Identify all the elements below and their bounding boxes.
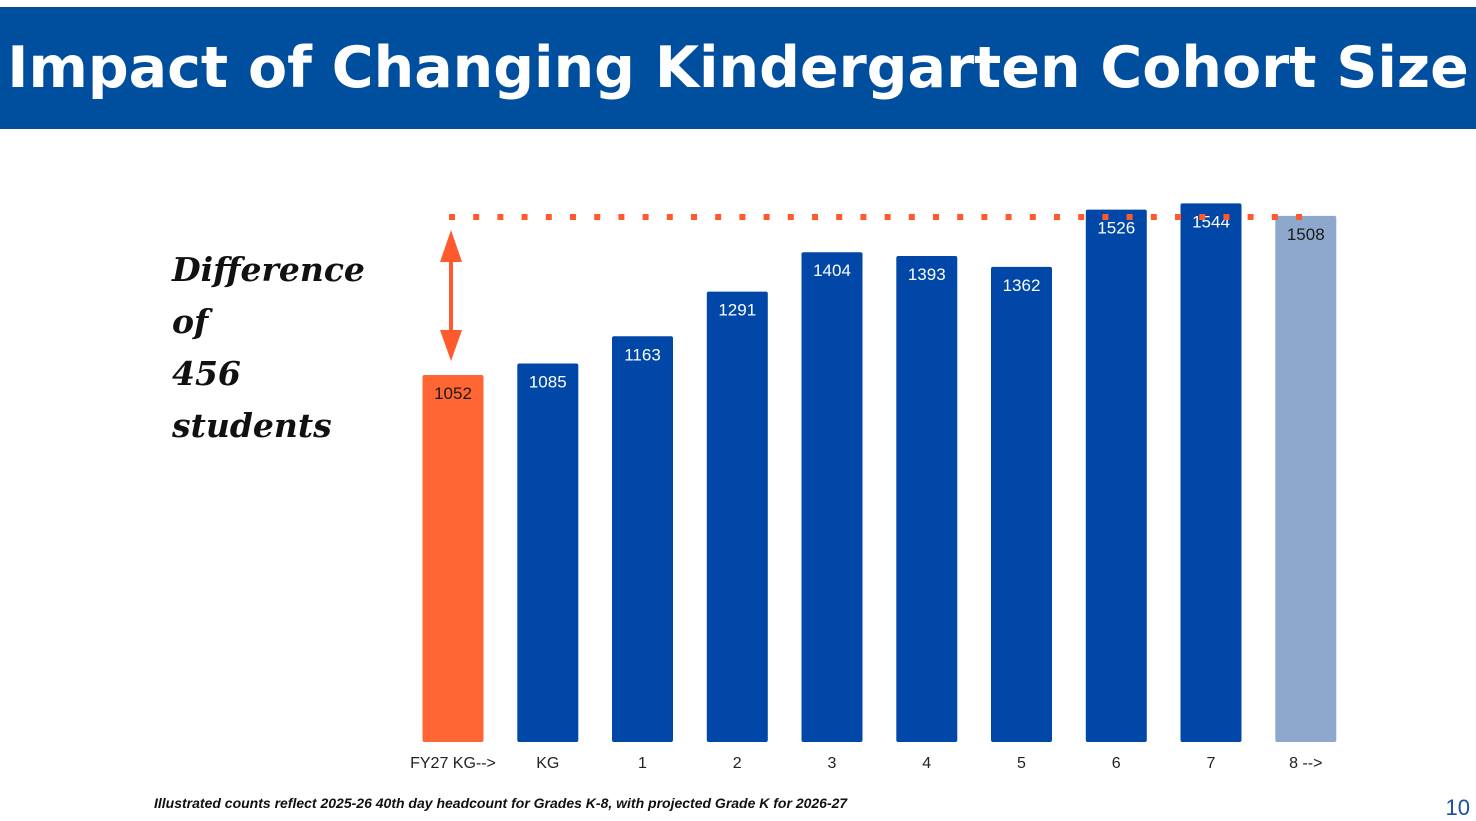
category-label: KG bbox=[536, 755, 559, 772]
bar bbox=[706, 291, 768, 742]
bar-value-label: 1404 bbox=[813, 261, 851, 280]
category-label: 4 bbox=[922, 755, 931, 772]
bar-value-label: 1085 bbox=[529, 373, 567, 392]
slide-title: Impact of Changing Kindergarten Cohort S… bbox=[7, 35, 1469, 101]
bar-value-label: 1508 bbox=[1287, 225, 1325, 244]
bar-value-label: 1393 bbox=[908, 265, 946, 284]
category-label: 1 bbox=[638, 755, 647, 772]
bar-value-label: 1163 bbox=[624, 345, 661, 364]
bar bbox=[801, 252, 863, 742]
difference-arrow bbox=[440, 230, 462, 361]
bar bbox=[1085, 209, 1147, 743]
annotation-line-1: Difference of bbox=[172, 250, 365, 341]
bar bbox=[422, 375, 484, 742]
category-label: 7 bbox=[1207, 755, 1216, 772]
footnote: Illustrated counts reflect 2025-26 40th … bbox=[154, 795, 848, 811]
bar bbox=[991, 266, 1052, 742]
bar bbox=[896, 256, 958, 742]
bar-value-label: 1291 bbox=[718, 301, 756, 320]
category-label: 6 bbox=[1112, 755, 1121, 772]
category-label: FY27 KG--> bbox=[410, 755, 496, 772]
bar-value-label: 1526 bbox=[1097, 219, 1135, 238]
bar-value-label: 1052 bbox=[434, 384, 472, 403]
annotation-line-2: 456 students bbox=[172, 354, 332, 445]
bar bbox=[612, 336, 673, 742]
category-label: 5 bbox=[1017, 755, 1026, 772]
page-number: 10 bbox=[1445, 795, 1470, 820]
category-label: 2 bbox=[733, 755, 742, 772]
bar bbox=[1275, 215, 1337, 742]
bar bbox=[1180, 203, 1242, 742]
arrow-head-down bbox=[440, 330, 462, 361]
difference-annotation: Difference of 456 students bbox=[172, 244, 402, 452]
title-bar: Impact of Changing Kindergarten Cohort S… bbox=[0, 7, 1476, 129]
bar bbox=[517, 363, 579, 742]
category-label: 8 --> bbox=[1289, 755, 1322, 772]
category-label: 3 bbox=[828, 755, 837, 772]
bar-value-label: 1362 bbox=[1003, 276, 1041, 295]
arrow-head-up bbox=[440, 230, 462, 262]
